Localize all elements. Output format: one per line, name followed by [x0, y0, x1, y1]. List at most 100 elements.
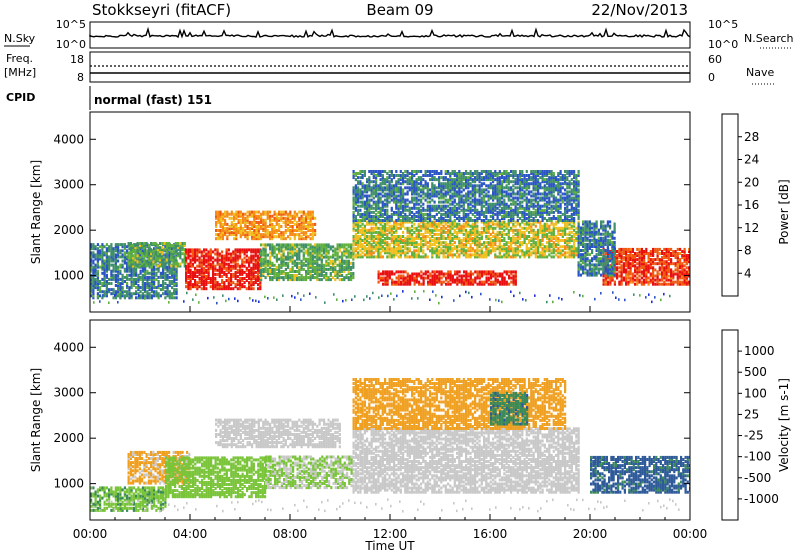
- data-cell: [217, 269, 219, 272]
- data-cell: [274, 235, 276, 238]
- data-cell: [404, 174, 406, 177]
- data-cell: [223, 255, 225, 258]
- data-cell: [573, 233, 575, 236]
- data-cell: [312, 211, 314, 214]
- data-cell: [407, 235, 409, 238]
- data-cell: [465, 193, 467, 196]
- data-cell: [307, 276, 309, 279]
- data-cell: [256, 215, 258, 218]
- data-cell: [220, 211, 222, 214]
- data-cell: [373, 207, 375, 210]
- data-cell: [296, 243, 298, 246]
- data-cell: [395, 235, 397, 238]
- data-cell: [269, 243, 271, 246]
- data-cell: [190, 248, 192, 251]
- data-cell: [233, 223, 235, 226]
- data-cell: [431, 247, 433, 250]
- data-cell: [246, 287, 248, 290]
- data-cell: [246, 267, 248, 270]
- data-cell: [140, 270, 142, 273]
- data-cell: [427, 221, 429, 224]
- data-cell: [229, 217, 231, 220]
- data-cell: [506, 270, 508, 273]
- data-cell: [474, 277, 476, 280]
- data-cell: [119, 282, 121, 285]
- data-cell: [573, 239, 575, 242]
- data-cell: [274, 225, 276, 228]
- data-cell: [521, 227, 523, 230]
- data-cell: [427, 213, 429, 216]
- data-cell: [146, 242, 148, 245]
- data-cell: [280, 231, 282, 234]
- data-cell: [307, 235, 309, 238]
- data-cell: [458, 223, 460, 226]
- data-cell: [296, 270, 298, 273]
- data-cell: [485, 245, 487, 248]
- data-cell: [425, 170, 427, 173]
- data-cell: [422, 178, 424, 181]
- data-cell: [375, 235, 377, 238]
- data-cell: [373, 184, 375, 187]
- data-cell: [413, 249, 415, 252]
- data-cell: [481, 243, 483, 246]
- data-cell: [330, 256, 332, 259]
- data-cell: [555, 235, 557, 238]
- freq-label-line2: [MHz]: [4, 66, 36, 79]
- data-cell: [217, 273, 219, 276]
- data-cell: [323, 243, 325, 246]
- data-cell: [192, 263, 194, 266]
- data-cell: [280, 254, 282, 257]
- data-cell: [155, 290, 157, 293]
- data-cell: [179, 242, 181, 245]
- data-cell: [425, 217, 427, 220]
- data-cell: [501, 231, 503, 234]
- data-cell: [325, 243, 327, 246]
- data-cell: [357, 209, 359, 212]
- data-cell: [497, 221, 499, 224]
- data-cell: [113, 247, 115, 250]
- data-cell: [166, 258, 168, 261]
- data-cell: [503, 229, 505, 232]
- data-cell: [438, 211, 440, 214]
- data-cell: [146, 276, 148, 279]
- data-cell: [262, 268, 264, 271]
- data-cell: [157, 265, 159, 268]
- data-cell: [233, 213, 235, 216]
- data-cell: [169, 280, 171, 283]
- data-cell: [294, 229, 296, 232]
- data-cell: [431, 199, 433, 202]
- data-cell: [97, 292, 99, 295]
- data-cell: [171, 280, 173, 283]
- data-cell: [368, 199, 370, 202]
- data-cell: [164, 248, 166, 251]
- data-cell: [257, 287, 259, 290]
- data-cell: [292, 274, 294, 277]
- data-cell: [314, 256, 316, 259]
- data-cell: [440, 205, 442, 208]
- data-cell: [373, 211, 375, 214]
- data-cell: [119, 255, 121, 258]
- data-cell: [366, 184, 368, 187]
- data-cell: [443, 281, 445, 284]
- data-cell: [494, 233, 496, 236]
- data-cell: [413, 231, 415, 234]
- nsearch-tick-low: 10^0: [708, 38, 738, 51]
- data-cell: [113, 288, 115, 291]
- data-cell: [497, 255, 499, 258]
- data-cell: [262, 219, 264, 222]
- data-cell: [283, 270, 285, 273]
- data-cell: [377, 170, 379, 173]
- data-cell: [274, 211, 276, 214]
- data-cell: [458, 249, 460, 252]
- data-cell: [253, 255, 255, 258]
- data-cell: [443, 213, 445, 216]
- data-cell: [490, 270, 492, 273]
- data-cell: [452, 253, 454, 256]
- data-cell: [155, 278, 157, 281]
- data-cell: [217, 248, 219, 251]
- data-cell: [506, 281, 508, 284]
- data-cell: [465, 249, 467, 252]
- data-cell: [298, 243, 300, 246]
- data-cell: [533, 229, 535, 232]
- data-cell: [190, 259, 192, 262]
